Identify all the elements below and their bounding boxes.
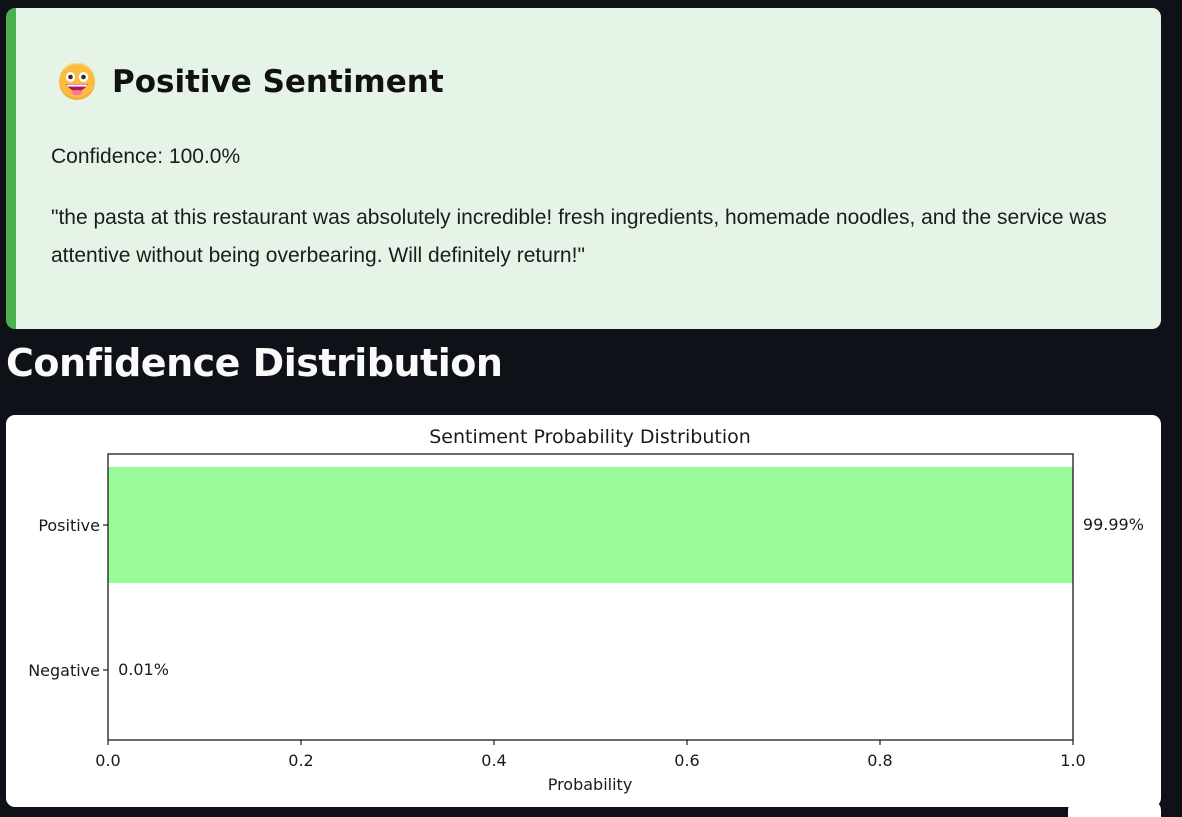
corner-tab (1068, 801, 1161, 817)
chart-title: Sentiment Probability Distribution (429, 426, 751, 448)
x-tick-label-1: 0.2 (288, 751, 313, 770)
section-heading: Confidence Distribution (6, 341, 503, 385)
x-tick-label-5: 1.0 (1060, 751, 1085, 770)
confidence-text: Confidence: 100.0% (51, 145, 241, 168)
x-axis-label: Probability (548, 775, 633, 794)
result-title-text: Positive Sentiment (112, 64, 444, 100)
plot-frame (107, 453, 1074, 741)
review-text: "the pasta at this restaurant was absolu… (51, 206, 1107, 267)
x-tick-label-3: 0.6 (674, 751, 699, 770)
x-tick-label-4: 0.8 (867, 751, 892, 770)
x-tick-label-2: 0.4 (481, 751, 506, 770)
y-tick-label-positive: Positive (38, 516, 100, 535)
grinning-face-icon (59, 63, 95, 100)
result-title: Positive Sentiment (58, 63, 444, 101)
x-tick-label-0: 0.0 (95, 751, 120, 770)
probability-chart: Sentiment Probability Distribution Posit… (28, 426, 1144, 794)
bar-positive (108, 467, 1073, 583)
data-label-negative: 0.01% (118, 660, 169, 679)
chart-card: Sentiment Probability Distribution Posit… (6, 415, 1161, 807)
data-label-positive: 99.99% (1083, 515, 1144, 534)
sentiment-result-card: Positive Sentiment Confidence: 100.0% "t… (6, 8, 1161, 329)
y-tick-label-negative: Negative (28, 661, 100, 680)
